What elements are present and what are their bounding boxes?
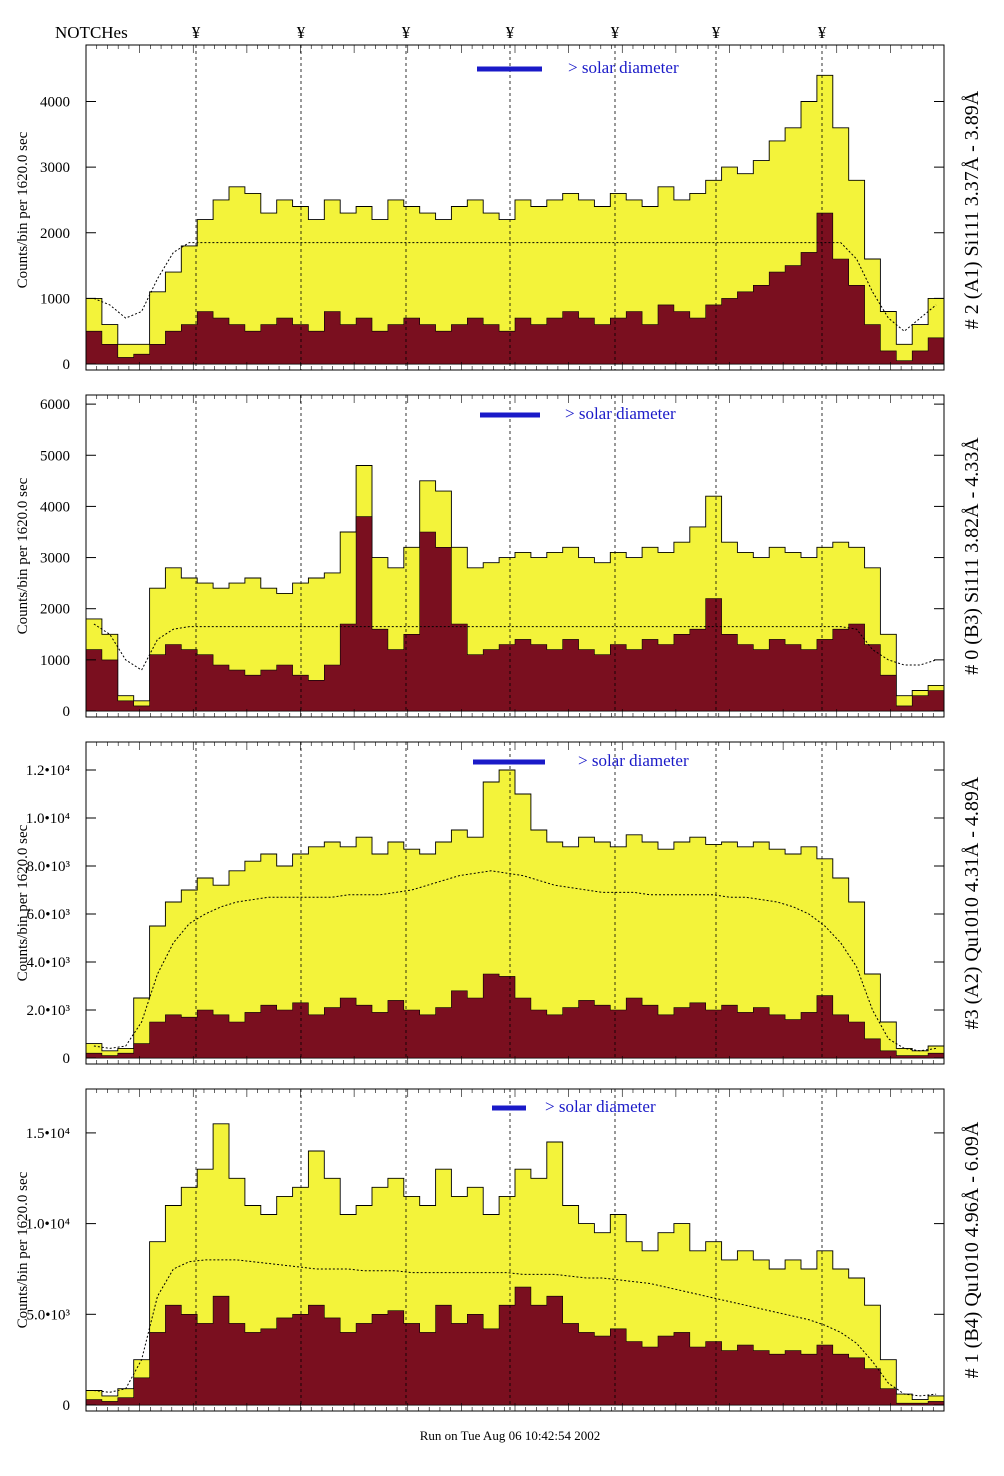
y-tick-label: 0 <box>63 704 71 720</box>
histogram-area <box>85 1089 945 1411</box>
line-counts-histogram <box>85 973 945 1059</box>
y-tick-label: 6000 <box>40 397 70 413</box>
notch-marker: ¥ <box>192 23 201 42</box>
model-curve <box>93 870 937 1052</box>
y-axis: 0 2.0•10³ 4.0•10³ 6.0•10³ 8.0•10³ 1.0•10⁴ 1.2•… <box>26 742 945 1067</box>
y-tick-label: 2.0•10³ <box>27 1003 71 1019</box>
histogram-area <box>85 45 945 370</box>
panel-b4-qu1010: > solar diameter Counts/bin per 1620.0 s… <box>15 1088 983 1414</box>
y-tick-label: 5000 <box>40 448 70 464</box>
histogram-area <box>85 395 945 717</box>
solar-diameter-label: > solar diameter <box>568 58 679 77</box>
panel-title: # 0 (B3) Si111 3.82Å - 4.33Å <box>961 437 983 675</box>
y-tick-label: 0 <box>63 357 71 373</box>
notch-marker: ¥ <box>402 23 411 42</box>
y-tick-label: 4000 <box>40 499 70 515</box>
notches-label: NOTCHes <box>55 23 128 42</box>
y-tick-label: 0 <box>63 1398 71 1414</box>
histogram-area <box>85 742 945 1064</box>
solar-diameter-label: > solar diameter <box>578 751 689 770</box>
y-tick-label: 4000 <box>40 95 70 111</box>
notch-marker: ¥ <box>506 23 515 42</box>
line-counts-histogram <box>85 212 945 365</box>
y-tick-label: 4.0•10³ <box>27 955 71 971</box>
solar-diameter-label: > solar diameter <box>565 404 676 423</box>
y-axis-title: Counts/bin per 1620.0 sec <box>15 131 31 288</box>
panel-b3-si111: > solar diameter Counts/bin per 1620.0 s… <box>15 394 983 720</box>
y-tick-label: 1000 <box>40 653 70 669</box>
line-counts-histogram <box>85 516 945 712</box>
panel-title: # 1 (B4) Qu1010 4.96Å - 6.09Å <box>961 1121 983 1378</box>
y-tick-label: 1000 <box>40 291 70 307</box>
model-curve <box>93 1259 937 1397</box>
y-axis: 0 5.0•10³ 1.0•10⁴ 1.5•10⁴ <box>26 1089 945 1414</box>
y-tick-label: 3000 <box>40 551 70 567</box>
run-timestamp: Run on Tue Aug 06 10:42:54 2002 <box>420 1428 601 1443</box>
panel-a2-qu1010: > solar diameter Counts/bin per 1620.0 s… <box>15 741 983 1067</box>
y-tick-label: 1.2•10⁴ <box>26 763 70 779</box>
total-counts-histogram <box>85 74 945 365</box>
y-axis-title: Counts/bin per 1620.0 sec <box>15 477 31 634</box>
notch-marker: ¥ <box>611 23 620 42</box>
y-tick-label: 1.0•10⁴ <box>26 1217 70 1233</box>
y-axis: 0 1000 2000 3000 4000 <box>40 45 945 373</box>
panel-title: #3 (A2) Qu1010 4.31Å - 4.89Å <box>961 776 983 1029</box>
y-tick-label: 6.0•10³ <box>27 907 71 923</box>
panel-title: # 2 (A1) Si111 3.37Å - 3.89Å <box>961 90 983 329</box>
y-tick-label: 0 <box>63 1051 71 1067</box>
y-tick-label: 1.0•10⁴ <box>26 811 70 827</box>
notch-marker: ¥ <box>297 23 306 42</box>
y-tick-label: 2000 <box>40 226 70 242</box>
notch-markers: ¥ ¥ ¥ ¥ ¥ ¥ ¥ <box>192 23 827 42</box>
panel-a1-si111: > solar diameter Counts/bin per 1620.0 s… <box>15 44 983 373</box>
line-counts-histogram <box>85 1286 945 1406</box>
y-axis-title: Counts/bin per 1620.0 sec <box>15 824 31 981</box>
y-tick-label: 3000 <box>40 160 70 176</box>
model-curve <box>93 242 937 332</box>
y-tick-label: 2000 <box>40 602 70 618</box>
total-counts-histogram <box>85 769 945 1059</box>
y-axis-title: Counts/bin per 1620.0 sec <box>15 1171 31 1328</box>
y-tick-label: 1.5•10⁴ <box>26 1126 70 1142</box>
solar-diameter-label: > solar diameter <box>545 1097 656 1116</box>
y-tick-label: 8.0•10³ <box>27 859 71 875</box>
y-axis: 0 1000 2000 3000 4000 5000 6000 <box>40 395 945 720</box>
y-tick-label: 5.0•10³ <box>27 1307 71 1323</box>
notch-marker: ¥ <box>818 23 827 42</box>
notch-marker: ¥ <box>712 23 721 42</box>
